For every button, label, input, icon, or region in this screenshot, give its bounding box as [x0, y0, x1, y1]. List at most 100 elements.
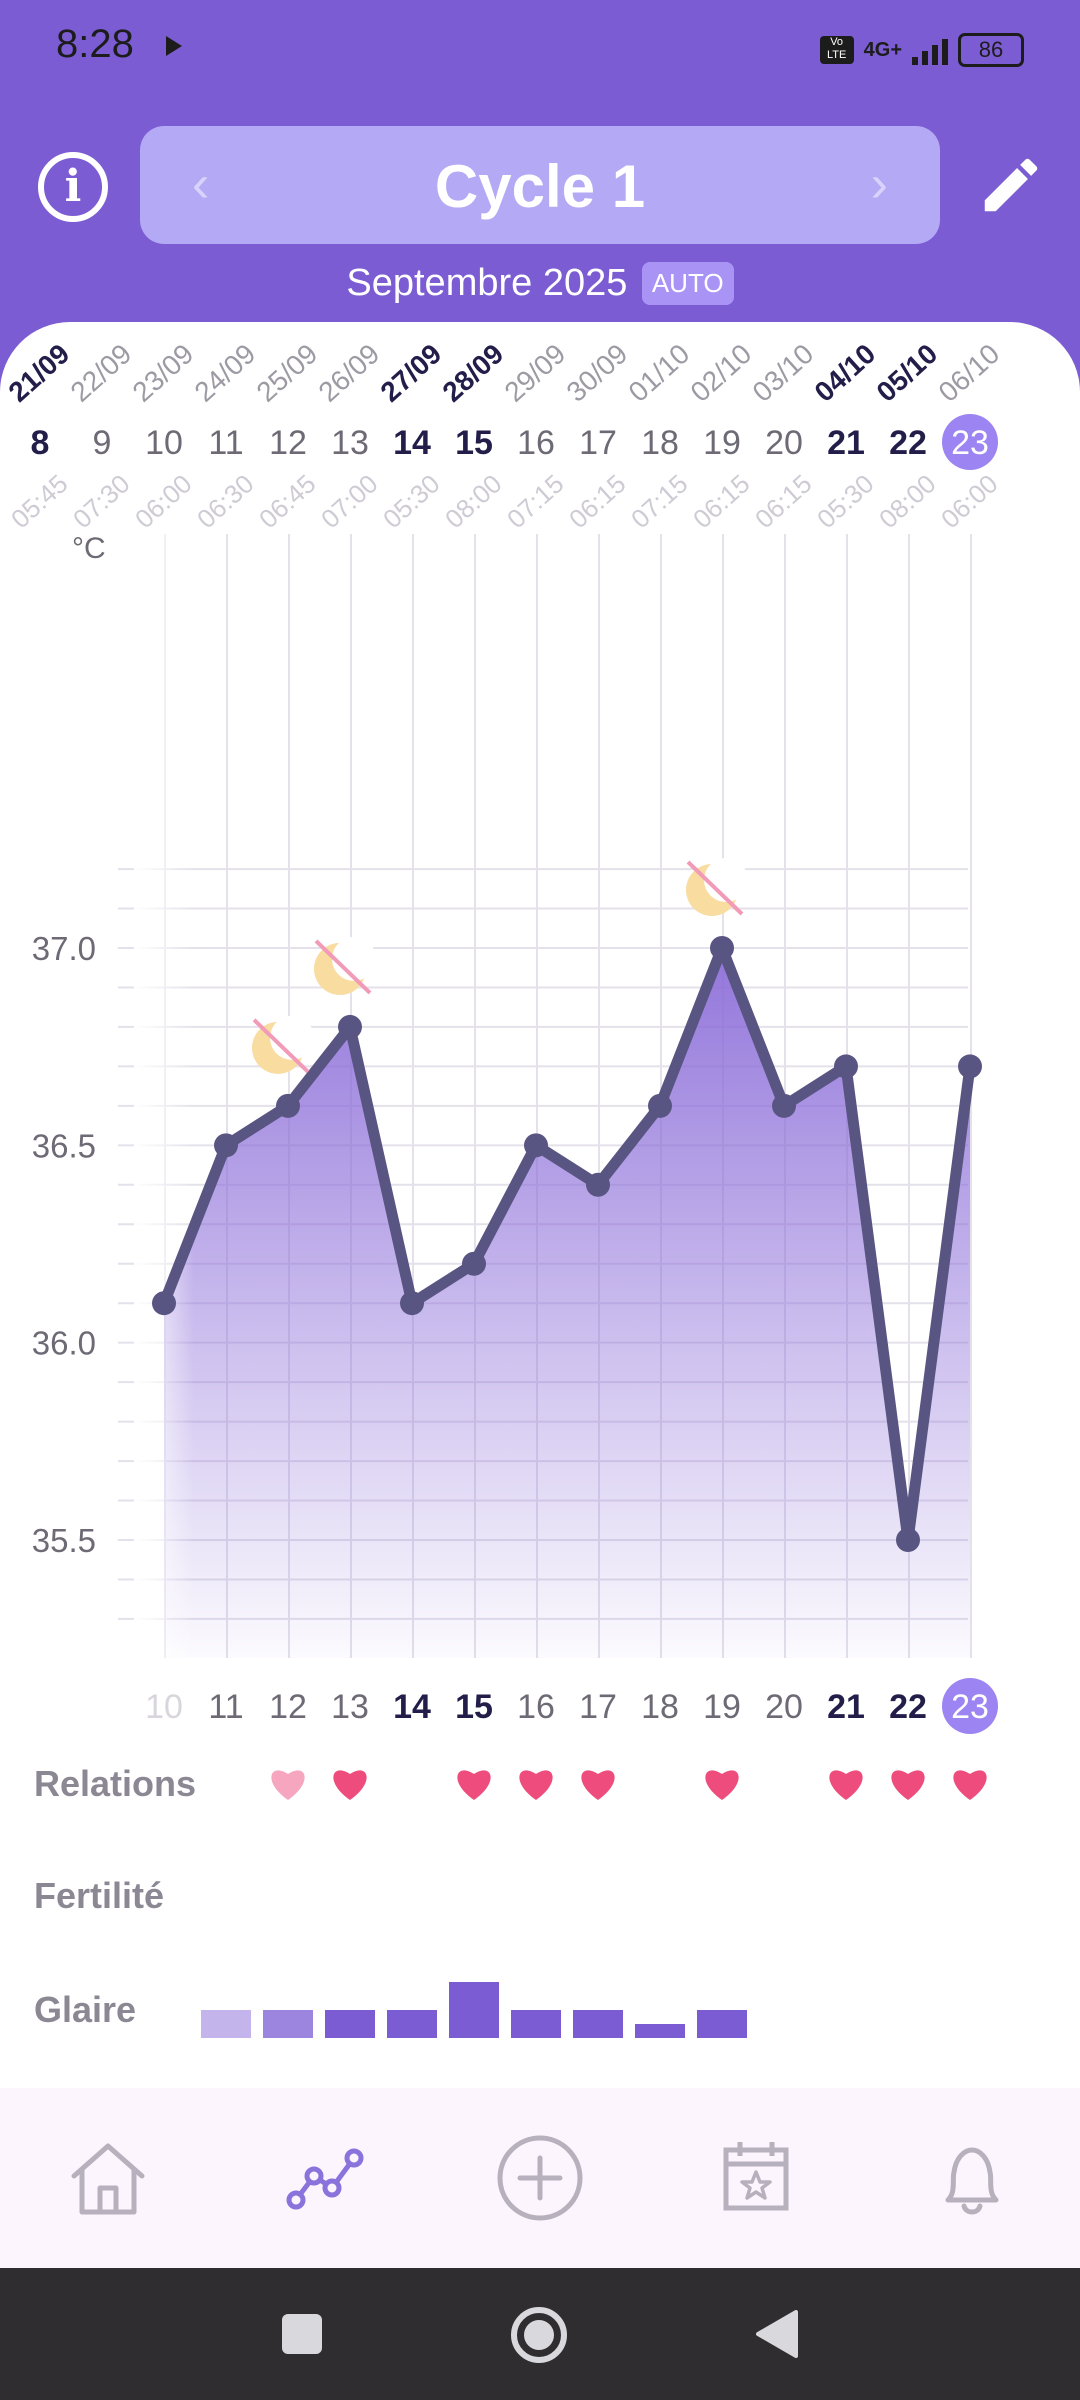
network-type: 4G+	[863, 38, 902, 61]
cycle-title: Cycle 1	[434, 153, 646, 220]
today-marker	[942, 1678, 998, 1734]
today-marker	[942, 414, 998, 470]
auto-badge[interactable]: AUTO	[641, 262, 734, 305]
cycle-header: i ‹ Cycle 1 › Septembre 2025 AUTO	[0, 100, 1080, 330]
time-label: 06:15	[687, 468, 755, 534]
y-tick-label: 36.0	[32, 1325, 96, 1362]
battery-icon: 86	[958, 33, 1024, 67]
date-label: 29/09	[499, 338, 572, 408]
temperature-line	[158, 942, 976, 1546]
bell-icon[interactable]	[912, 2118, 1032, 2238]
mucus-bar	[573, 2010, 623, 2038]
heart-icon	[519, 1770, 553, 1800]
date-label: 26/09	[313, 338, 386, 408]
heart-icon	[953, 1770, 987, 1800]
day-number: 22	[889, 424, 927, 462]
day-number: 15	[455, 1688, 493, 1726]
media-play-icon	[166, 36, 182, 56]
day-number: 20	[765, 1688, 803, 1726]
date-label: 21/09	[3, 338, 76, 408]
calendar-star-icon[interactable]	[696, 2118, 816, 2238]
date-label: 02/10	[685, 338, 758, 408]
data-point	[400, 1291, 424, 1316]
day-number: 17	[579, 1688, 617, 1726]
data-point	[586, 1172, 610, 1197]
heart-icon	[457, 1770, 491, 1800]
date-label: 01/10	[623, 338, 696, 408]
day-number: 8	[31, 424, 50, 462]
date-label: 22/09	[65, 338, 138, 408]
temperature-area	[164, 948, 970, 1658]
chart-icon[interactable]	[264, 2118, 384, 2238]
date-label: 24/09	[189, 338, 262, 408]
temperature-chart[interactable]: °C 35.5 36.0 36.5 37.0 21/09 8 05:45 22/09 9 07:30…	[0, 322, 1080, 2088]
heart-icon	[891, 1770, 925, 1800]
back-icon[interactable]	[756, 2310, 798, 2358]
cycle-selector: ‹ Cycle 1 ›	[140, 126, 940, 244]
day-number: 9	[93, 424, 112, 462]
date-label: 05/10	[871, 338, 944, 408]
mucus-bar	[387, 2010, 437, 2038]
info-icon[interactable]: i	[38, 152, 108, 222]
pencil-icon[interactable]	[976, 150, 1046, 220]
heart-icon	[581, 1770, 615, 1800]
fade-overlay	[134, 534, 194, 1658]
data-point	[772, 1093, 796, 1118]
time-label: 05:30	[377, 468, 445, 534]
time-label: 05:45	[5, 468, 73, 534]
data-point	[958, 1054, 982, 1079]
y-tick-label: 37.0	[32, 930, 96, 967]
chart-card: °C 35.5 36.0 36.5 37.0 21/09 8 05:45 22/09 9 07:30…	[0, 322, 1080, 2088]
day-number: 15	[455, 424, 493, 462]
time-label: 06:30	[191, 468, 259, 534]
home-icon[interactable]	[48, 2118, 168, 2238]
day-number: 23	[951, 424, 989, 462]
heart-icon	[829, 1770, 863, 1800]
day-number: 11	[208, 424, 243, 462]
home-circle-icon[interactable]	[510, 2306, 568, 2364]
mucus-bar	[449, 1982, 499, 2038]
data-point	[710, 936, 734, 960]
day-number: 18	[641, 1688, 679, 1726]
time-label: 06:00	[129, 468, 197, 534]
time-label: 06:00	[935, 468, 1003, 534]
day-number: 18	[641, 424, 679, 462]
day-number: 22	[889, 1688, 927, 1726]
time-label: 07:30	[67, 468, 135, 534]
y-tick-label: 36.5	[32, 1127, 96, 1164]
date-label: 27/09	[375, 338, 448, 408]
sleep-disturbed-icon	[314, 936, 376, 995]
day-number: 14	[393, 1688, 431, 1726]
day-number: 19	[703, 1688, 741, 1726]
add-circle-icon[interactable]	[480, 2118, 600, 2238]
day-number: 23	[951, 1688, 989, 1726]
data-point	[834, 1054, 858, 1079]
chevron-right-icon[interactable]: ›	[870, 155, 888, 213]
day-number: 12	[269, 1688, 307, 1726]
day-number: 17	[579, 424, 617, 462]
time-label: 08:00	[439, 468, 507, 534]
battery-level: 86	[978, 37, 1004, 62]
date-label: 28/09	[437, 338, 510, 408]
y-unit-label: °C	[72, 532, 106, 565]
row-label-fertility: Fertilité	[34, 1875, 164, 1916]
day-number: 16	[517, 424, 555, 462]
mucus-bar	[325, 2010, 375, 2038]
strike-line	[314, 939, 372, 995]
day-number: 16	[517, 1688, 555, 1726]
date-label: 30/09	[561, 338, 634, 408]
time-label: 07:15	[625, 468, 693, 534]
day-number: 10	[145, 1688, 183, 1726]
signal-icon	[912, 35, 948, 65]
chevron-left-icon[interactable]: ‹	[192, 155, 210, 213]
time-label: 06:45	[253, 468, 321, 534]
mucus-bar	[511, 2010, 561, 2038]
data-point	[338, 1014, 362, 1039]
mucus-bar	[635, 2024, 685, 2038]
recents-icon[interactable]	[282, 2314, 322, 2354]
day-number: 13	[331, 424, 369, 462]
data-point	[524, 1133, 548, 1158]
bottom-navigation	[0, 2088, 1080, 2268]
volte-icon: Vo LTE	[819, 36, 854, 64]
time-label: 07:00	[315, 468, 383, 534]
